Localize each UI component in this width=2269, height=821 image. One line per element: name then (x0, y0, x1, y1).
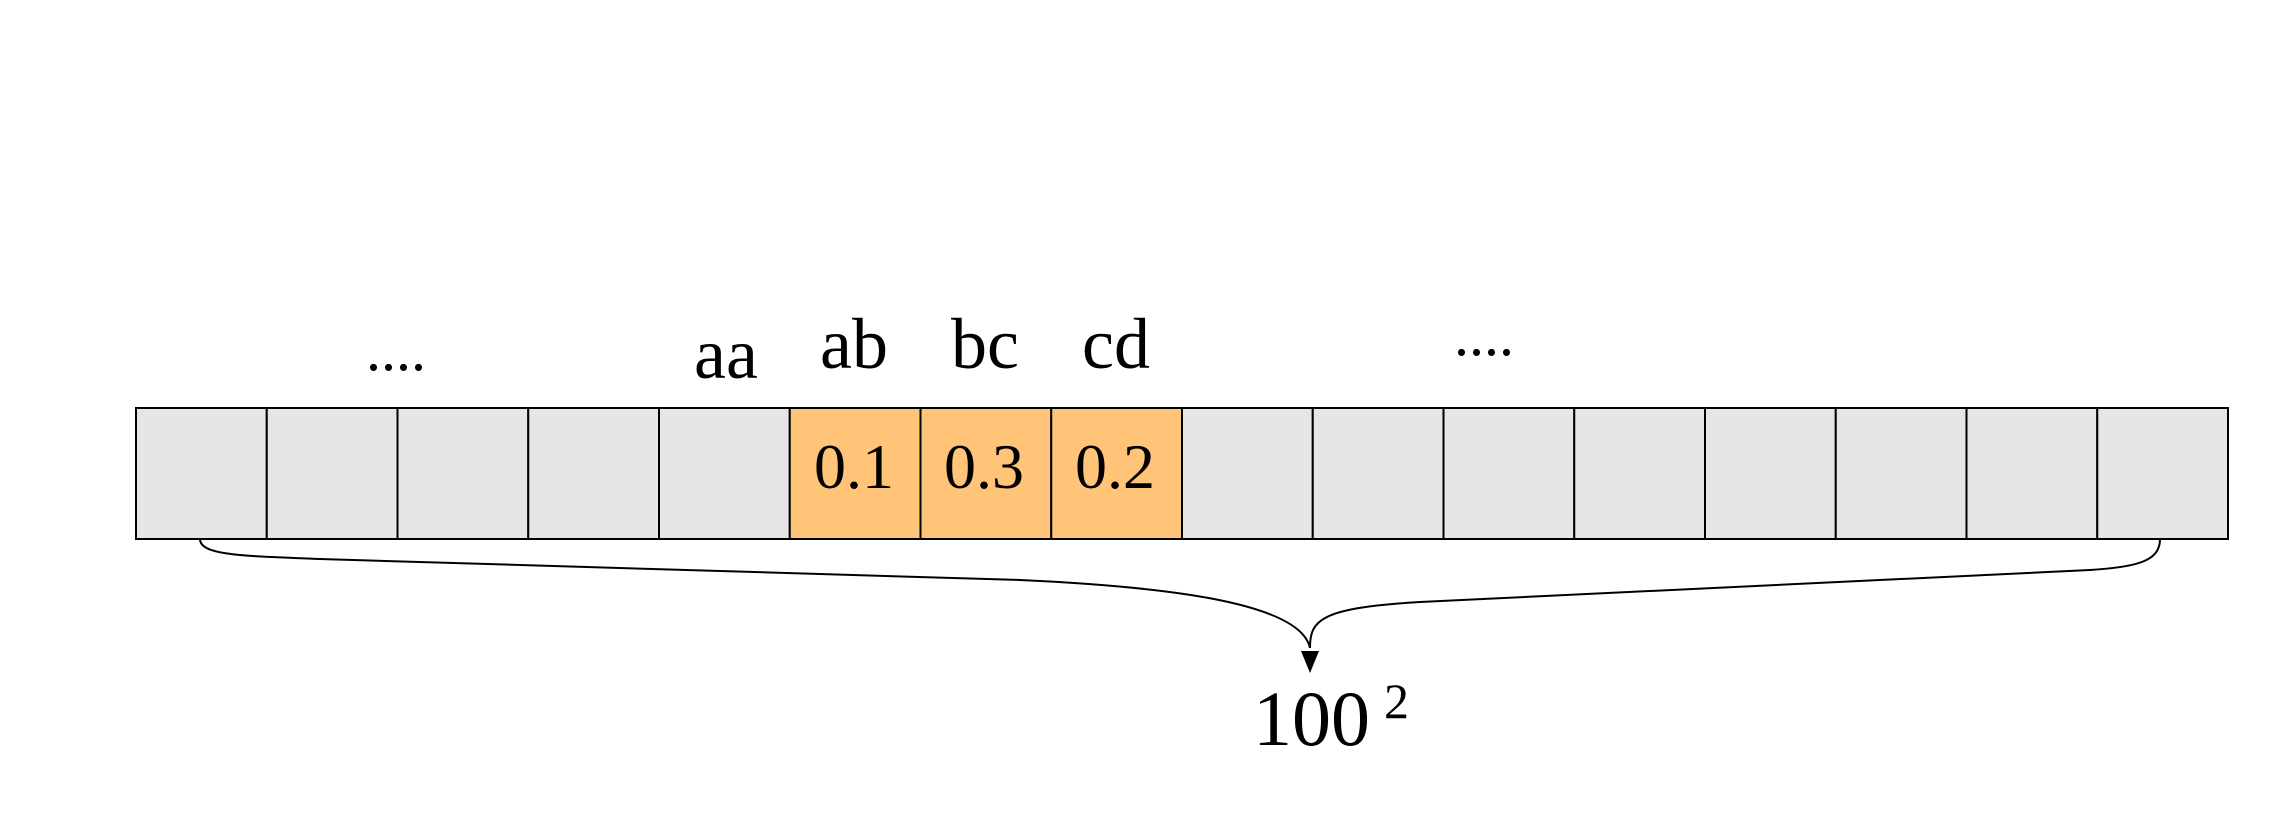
array-cell (1834, 407, 1968, 540)
cell-value-cd: 0.2 (1075, 431, 1155, 502)
cell-value-ab: 0.1 (814, 431, 894, 502)
ellipsis-right: .... (1454, 302, 1514, 368)
total-exponent: 2 (1384, 673, 1409, 729)
cell-label-cd: cd (1082, 304, 1150, 384)
cell-label-aa: aa (694, 314, 758, 394)
array-cell-highlighted (1050, 407, 1183, 540)
array-cell (265, 407, 399, 540)
cell-label-bc: bc (951, 304, 1019, 384)
cell-label-ab: ab (820, 304, 888, 384)
array-cell (1442, 407, 1576, 540)
array-cell (1311, 407, 1445, 540)
array-cell (527, 407, 660, 540)
brace (199, 538, 2161, 649)
array-cell (658, 407, 791, 540)
array-cell (1965, 407, 2099, 540)
array-cell (1704, 407, 1837, 540)
cell-value-bc: 0.3 (944, 431, 1024, 502)
array-cell-highlighted (919, 407, 1053, 540)
total-size: 100 2 (1253, 676, 1409, 758)
array-cell (2096, 407, 2229, 540)
array-cells (135, 407, 2229, 540)
array-cell-highlighted (788, 407, 922, 540)
total-base: 100 (1253, 675, 1370, 762)
array-cell (396, 407, 530, 540)
brace-arrowhead (1301, 651, 1319, 673)
array-cell (135, 407, 268, 540)
ellipsis-left: .... (366, 317, 426, 383)
array-cell (1573, 407, 1706, 540)
array-cell (1181, 407, 1314, 540)
